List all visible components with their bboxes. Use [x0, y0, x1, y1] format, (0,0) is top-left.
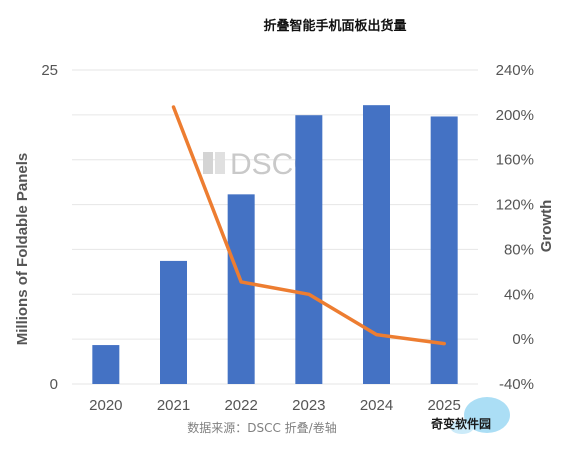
y2-tick-label: 0% [512, 331, 534, 348]
watermark-logo-icon-right [215, 152, 225, 174]
x-tick-label: 2025 [427, 397, 460, 414]
bar-2025 [430, 116, 458, 385]
growth-point-2024 [375, 333, 378, 337]
y2-tick-label: 240% [496, 62, 534, 79]
y-tick-label: 25 [41, 62, 58, 79]
badge-swirl-small-icon [450, 420, 474, 434]
x-tick-label: 2021 [157, 397, 190, 414]
growth-point-2025 [442, 342, 446, 346]
y-tick-label: 0 [50, 376, 58, 393]
tick-labels: 2020 2021 2022 2023 2024 2025 0 25 -40% 0% 40% 80% 1… [41, 62, 534, 414]
gridlines [72, 69, 478, 385]
y2-tick-label: 80% [504, 241, 534, 258]
bar-2022 [227, 194, 255, 384]
y2-tick-label: -40% [499, 376, 534, 393]
bar-2024 [363, 105, 390, 384]
growth-point-2023 [307, 292, 311, 296]
growth-line [171, 105, 446, 346]
growth-point-2021 [172, 105, 175, 109]
y2-axis-label: Growth [538, 200, 555, 253]
x-tick-label: 2020 [89, 397, 122, 414]
bar-2020 [92, 345, 120, 384]
site-badge: 奇变软件园 [431, 397, 510, 434]
watermark-logo-icon [203, 152, 213, 174]
y-axis-label: Millions of Foldable Panels [14, 153, 31, 346]
y2-tick-label: 200% [496, 107, 534, 124]
badge-text: 奇变软件园 [431, 416, 491, 431]
source-note: 数据来源：DSCC 折叠/卷轴 [187, 420, 336, 435]
y2-tick-label: 40% [504, 286, 534, 303]
x-tick-label: 2023 [292, 397, 325, 414]
badge-swirl-icon [464, 397, 510, 433]
bars [92, 105, 458, 385]
bar-2021 [160, 260, 187, 384]
chart-title: 折叠智能手机面板出货量 [263, 18, 406, 34]
x-tick-label: 2022 [224, 397, 257, 414]
y2-tick-label: 120% [496, 197, 534, 214]
growth-point-2022 [239, 280, 243, 284]
x-tick-label: 2024 [360, 397, 393, 414]
y2-tick-label: 160% [496, 152, 534, 169]
bar-2023 [295, 115, 323, 384]
